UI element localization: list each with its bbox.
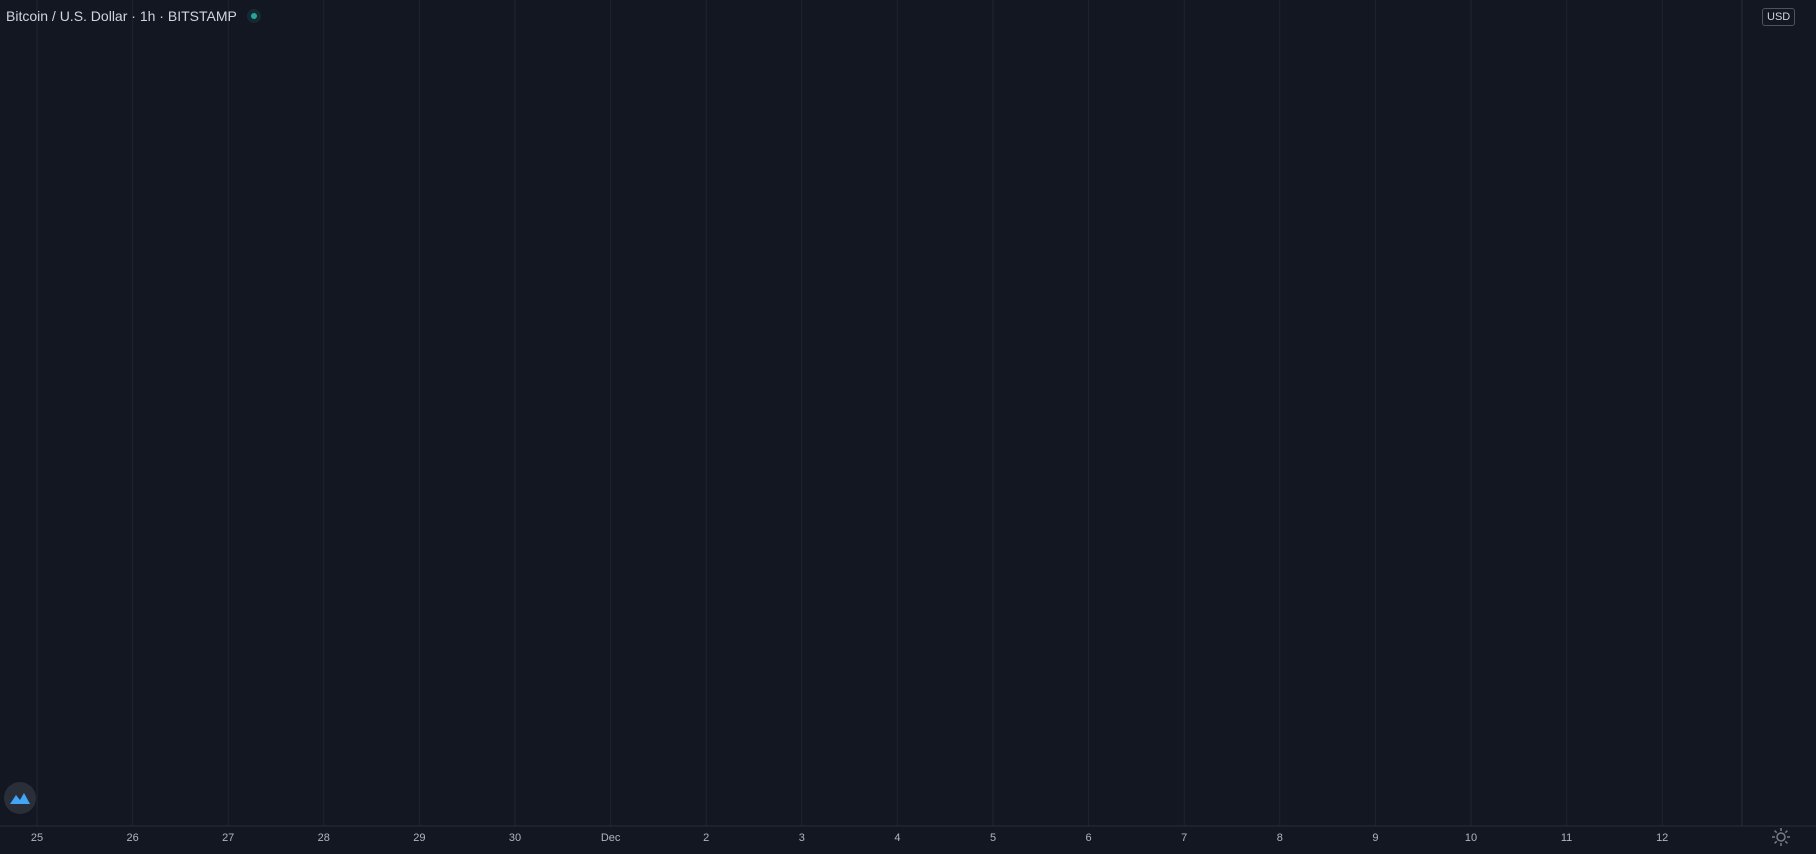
symbol-name: Bitcoin / U.S. Dollar [6,8,128,24]
gear-icon[interactable] [1770,826,1792,848]
time-tick-label: 6 [1086,832,1092,844]
time-tick-label: 2 [703,832,709,844]
market-status-icon[interactable] [246,9,261,23]
chart-grid [36,0,1663,826]
time-tick-label: 7 [1181,832,1187,844]
time-tick-label: 9 [1372,832,1378,844]
interval-label: 1h [139,8,156,24]
time-tick-label: 11 [1561,832,1572,844]
exchange-label: BITSTAMP [167,8,237,24]
price-axis-bg [1742,0,1816,854]
time-tick-label: 25 [31,832,43,844]
time-tick-label: 8 [1277,832,1283,844]
time-tick-label: 27 [222,832,234,844]
time-tick-label: 10 [1465,832,1477,844]
chart-legend: Bitcoin / U.S. Dollar · 1h · BITSTAMP [6,8,261,24]
time-tick-label: 28 [318,832,330,844]
time-tick-label: Dec [601,832,621,844]
symbol-title[interactable]: Bitcoin / U.S. Dollar · 1h · BITSTAMP [6,8,237,24]
time-tick-label: 5 [990,832,996,844]
time-tick-label: 29 [413,832,425,844]
time-tick-label: 30 [509,832,521,844]
time-tick-label: 26 [126,832,138,844]
price-axis[interactable]: 19677.4019191.0818182.4616531.1039:44 [1741,0,1816,854]
tradingview-logo-icon[interactable] [4,782,36,814]
time-tick-label: 4 [894,832,900,844]
currency-button[interactable]: USD [1762,8,1796,26]
time-tick-label: 12 [1656,832,1668,844]
time-axis[interactable]: 25 26 27 28 29 30 Dec 2 3 4 5 6 7 8 9 10 11 12 [0,825,1816,844]
time-tick-label: 3 [799,832,805,844]
